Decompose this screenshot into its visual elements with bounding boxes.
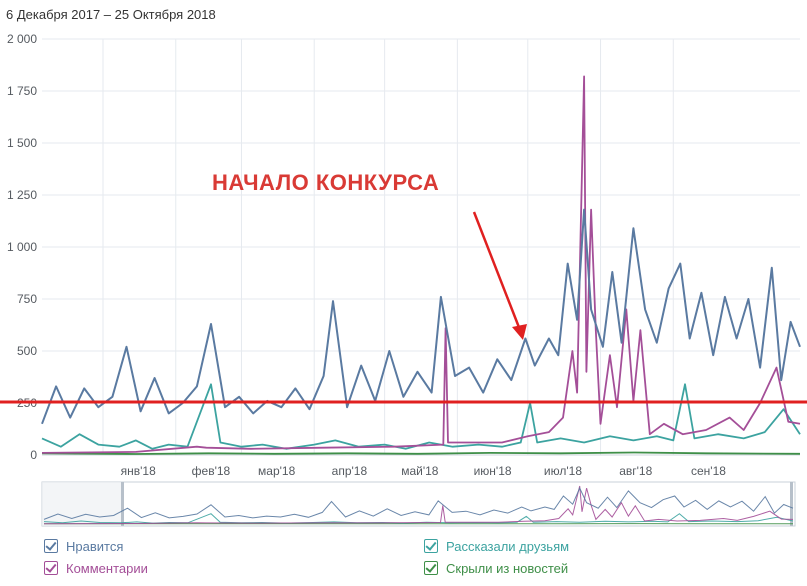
series-lines xyxy=(41,75,801,455)
legend-label: Комментарии xyxy=(66,560,148,576)
annotation-arrow-shaft xyxy=(472,211,522,331)
series-line-likes xyxy=(41,208,801,425)
navigator-frame xyxy=(41,481,796,527)
x-tick-label: авг'18 xyxy=(619,464,652,478)
legend-item-hidden[interactable]: Скрыли из новостей xyxy=(424,558,568,578)
date-range-label: 6 Декабря 2017 – 25 Октября 2018 xyxy=(6,7,216,22)
series-line-comments xyxy=(41,75,801,454)
navigator-mask-left xyxy=(42,482,122,526)
legend-item-shares[interactable]: Рассказали друзьям xyxy=(424,536,569,556)
checkbox-icon[interactable] xyxy=(424,561,438,575)
checkbox-icon[interactable] xyxy=(44,561,58,575)
series-line-hidden xyxy=(41,451,801,455)
navigator-line-comments xyxy=(43,485,794,525)
x-tick-label: фев'18 xyxy=(192,464,231,478)
navigator-handle-right[interactable] xyxy=(790,482,793,526)
y-tick-label: 750 xyxy=(17,292,37,306)
y-tick-label: 0 xyxy=(30,448,37,462)
x-tick-label: янв'18 xyxy=(121,464,156,478)
navigator-handle-left[interactable] xyxy=(121,482,124,526)
annotation-text: НАЧАЛО КОНКУРСА xyxy=(212,170,439,195)
legend: Нравится Рассказали друзьям Комментарии … xyxy=(0,536,807,584)
annotation-arrowhead xyxy=(512,324,527,340)
x-tick-label: мар'18 xyxy=(258,464,296,478)
legend-item-comments[interactable]: Комментарии xyxy=(44,558,148,578)
checkbox-icon[interactable] xyxy=(424,539,438,553)
series-line-shares xyxy=(41,383,801,450)
x-axis-tick-labels: янв'18 фев'18 мар'18 апр'18 май'18 июн'18 июл'… xyxy=(121,464,727,478)
legend-label: Рассказали друзьям xyxy=(446,538,570,554)
x-tick-label: июл'18 xyxy=(544,464,582,478)
x-tick-label: май'18 xyxy=(401,464,439,478)
y-tick-label: 1 500 xyxy=(7,136,37,150)
x-tick-label: июн'18 xyxy=(474,464,512,478)
navigator-series xyxy=(43,485,794,525)
navigator-line-likes xyxy=(43,486,794,520)
y-tick-label: 1 250 xyxy=(7,188,37,202)
y-tick-label: 500 xyxy=(17,344,37,358)
y-tick-label: 1 000 xyxy=(7,240,37,254)
chart-svg: 6 Декабря 2017 – 25 Октября 2018 0250500… xyxy=(0,7,807,527)
checkbox-icon[interactable] xyxy=(44,539,58,553)
grid-lines xyxy=(42,38,800,456)
range-navigator[interactable] xyxy=(41,481,796,527)
x-tick-label: апр'18 xyxy=(332,464,368,478)
y-tick-label: 2 000 xyxy=(7,32,37,46)
legend-item-likes[interactable]: Нравится xyxy=(44,536,123,556)
legend-label: Нравится xyxy=(66,538,124,554)
legend-label: Скрыли из новостей xyxy=(446,560,569,576)
x-tick-label: сен'18 xyxy=(691,464,726,478)
annotation-group: НАЧАЛО КОНКУРСА xyxy=(212,170,527,340)
y-tick-label: 1 750 xyxy=(7,84,37,98)
